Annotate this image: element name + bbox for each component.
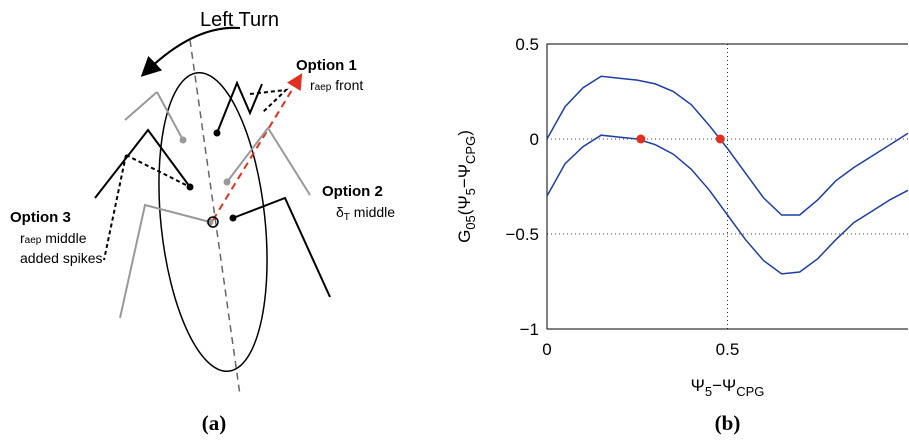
y-tick-label: −0.5 [505,225,539,244]
turn-arrow [148,28,240,70]
option-2-label: δT middle [336,204,395,223]
y-axis-label: G05(Ψ5−ΨCPG) [455,130,478,243]
series-line [547,76,908,215]
marker-point [636,135,645,144]
y-tick-label: 0 [530,130,539,149]
y-tick-label: 0.5 [515,35,539,54]
caption-a: (a) [202,411,227,435]
option-3-label: raep middle [20,230,87,246]
chart: −1 −0.5 0 0.5 0 0.5 Ψ5−ΨCPG G05(Ψ5−ΨCPG) (b) [455,35,908,435]
axes-frame [547,44,908,329]
y-tick-label: −1 [520,320,539,339]
x-tick-label: 0.5 [716,340,740,359]
x-tick-label: 0 [542,340,551,359]
caption-b: (b) [715,411,741,435]
diagram: Left Turn Option 1 raep front Option 2 δ… [10,9,395,435]
figure: Left Turn Option 1 raep front Option 2 δ… [0,0,909,442]
x-axis-label: Ψ5−ΨCPG [691,376,765,399]
option-3-label-2: added spikes [20,250,103,266]
option-1-label: raep front [310,77,363,93]
option-2-title: Option 2 [322,183,383,200]
marker-point [716,135,725,144]
option-3-title: Option 3 [10,209,71,226]
option-1-title: Option 1 [296,57,357,74]
